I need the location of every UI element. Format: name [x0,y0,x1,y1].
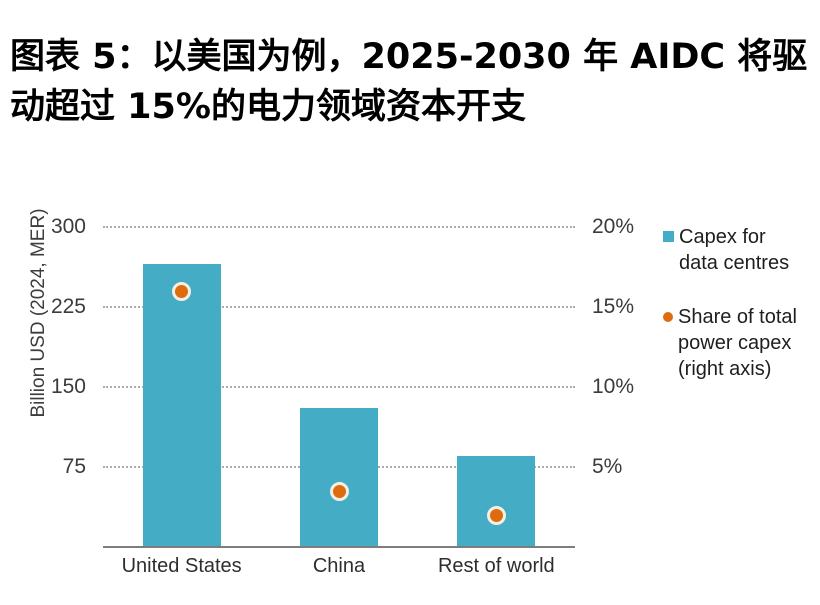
left-axis-tick-75: 75 [62,455,86,478]
legend-item-dots: Share of total power capex (right axis) [663,304,797,382]
left-axis-tick-150: 150 [50,375,86,398]
category-label-united-states: United States [121,555,242,577]
figure-title-line-2: 动超过 15%的电力领域资本开支 [10,87,526,127]
legend-label-line: Share of total [678,306,797,328]
legend-circle-icon [663,312,673,322]
gridline-300 [103,226,575,228]
right-axis-tick-10: 10% [592,375,635,398]
legend-label-line: data centres [679,252,790,274]
right-axis-tick-5: 5% [592,455,623,478]
bar-rest-of-world [457,456,536,547]
dot-rest-of-world [486,505,506,525]
category-label-rest-of-world: Rest of world [437,555,555,577]
plot-area [103,210,575,548]
right-axis-tick-15: 15% [592,295,635,318]
dot-china [329,481,349,501]
dot-united-states [172,281,192,301]
legend-item-bars: Capex for data centres [663,224,789,276]
bar-united-states [142,264,221,547]
bar-china [300,408,378,547]
figure-title-line-1: 图表 5：以美国为例，2025-2030 年 AIDC 将驱 [10,37,808,77]
right-axis-tick-20: 20% [592,215,635,238]
category-label-china: China [312,555,366,577]
figure-title: 图表 5：以美国为例，2025-2030 年 AIDC 将驱 动超过 15%的电… [10,32,816,132]
legend-square-icon [663,231,674,242]
gridline-150 [103,386,575,388]
legend-label-line: power capex [678,332,792,354]
legend-label-line: (right axis) [678,358,772,380]
left-axis-tick-225: 225 [50,295,86,318]
category-axis-line [103,546,575,548]
gridline-225 [103,306,575,308]
legend-label: Share of total power capex (right axis) [678,304,797,382]
left-axis-tick-300: 300 [50,215,86,238]
legend-label-line: Capex for [679,226,766,248]
legend-label: Capex for data centres [679,224,789,276]
